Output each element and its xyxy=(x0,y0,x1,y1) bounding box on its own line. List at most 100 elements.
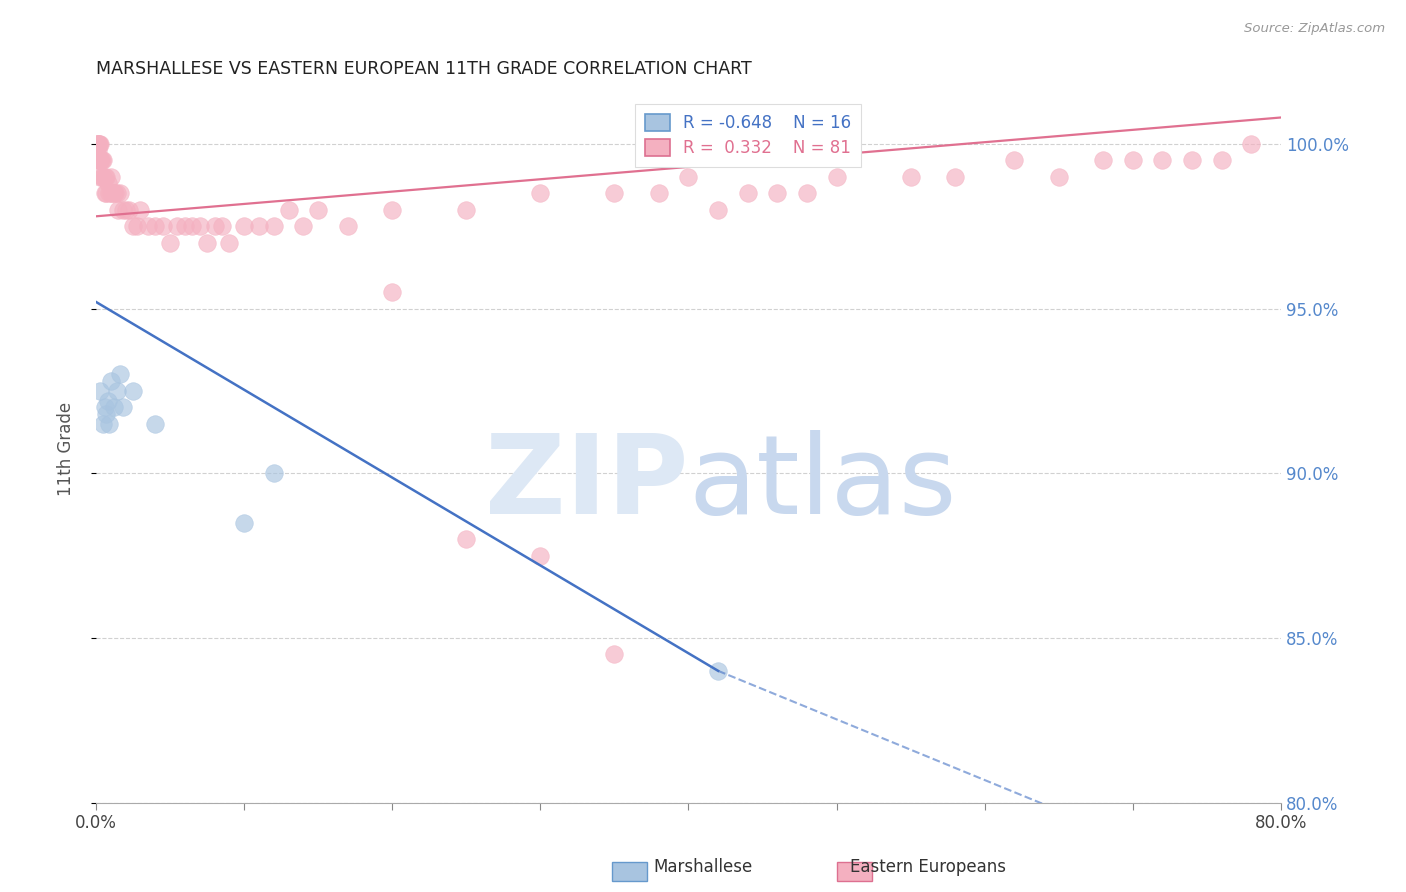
Point xyxy=(86,153,108,168)
Point xyxy=(127,219,149,234)
Point xyxy=(97,177,120,191)
Point xyxy=(87,136,110,151)
Point xyxy=(204,219,226,234)
Point xyxy=(648,186,671,201)
Point xyxy=(107,202,129,217)
Text: Eastern Europeans: Eastern Europeans xyxy=(851,858,1005,876)
Point xyxy=(456,202,478,217)
Point xyxy=(103,401,125,415)
Point xyxy=(825,169,848,184)
Point xyxy=(96,186,118,201)
Point xyxy=(233,219,256,234)
Point xyxy=(1002,153,1025,168)
Point xyxy=(307,202,329,217)
Point xyxy=(111,401,134,415)
Text: MARSHALLESE VS EASTERN EUROPEAN 11TH GRADE CORRELATION CHART: MARSHALLESE VS EASTERN EUROPEAN 11TH GRA… xyxy=(96,60,752,78)
Point xyxy=(796,186,818,201)
Point xyxy=(101,186,124,201)
Point xyxy=(263,467,285,481)
Point xyxy=(86,136,108,151)
Point xyxy=(263,219,285,234)
Point xyxy=(98,417,121,431)
Text: Marshallese: Marshallese xyxy=(654,858,752,876)
Point xyxy=(603,186,626,201)
Point xyxy=(173,219,195,234)
Point xyxy=(100,169,122,184)
Point xyxy=(336,219,359,234)
Text: ZIP: ZIP xyxy=(485,431,689,537)
Point xyxy=(93,153,115,168)
Point xyxy=(97,393,120,408)
Point xyxy=(129,202,152,217)
Point xyxy=(91,153,114,168)
Point xyxy=(195,235,218,250)
Point xyxy=(152,219,174,234)
Point xyxy=(117,202,139,217)
Point xyxy=(103,186,125,201)
Text: Source: ZipAtlas.com: Source: ZipAtlas.com xyxy=(1244,22,1385,36)
Point xyxy=(181,219,204,234)
Point xyxy=(87,153,110,168)
Point xyxy=(93,169,115,184)
Point xyxy=(737,186,759,201)
Point xyxy=(529,186,551,201)
Point xyxy=(89,384,111,398)
Point xyxy=(122,384,145,398)
Point xyxy=(143,219,166,234)
Point xyxy=(94,169,117,184)
Point xyxy=(381,285,404,299)
Point xyxy=(90,153,112,168)
Point xyxy=(603,648,626,662)
Point xyxy=(529,549,551,563)
Point xyxy=(98,186,121,201)
Point xyxy=(188,219,211,234)
Point xyxy=(94,401,117,415)
Point xyxy=(91,169,114,184)
Point xyxy=(943,169,966,184)
Point xyxy=(292,219,315,234)
Point xyxy=(100,374,122,388)
Point xyxy=(108,368,131,382)
Point xyxy=(105,186,128,201)
Point xyxy=(900,169,922,184)
Point xyxy=(678,169,700,184)
Point xyxy=(122,219,145,234)
Point xyxy=(1152,153,1174,168)
Point xyxy=(89,153,111,168)
Point xyxy=(1092,153,1115,168)
Point xyxy=(86,136,108,151)
Point xyxy=(1181,153,1204,168)
Point xyxy=(87,136,110,151)
Point xyxy=(159,235,181,250)
Legend: R = -0.648    N = 16, R =  0.332    N = 81: R = -0.648 N = 16, R = 0.332 N = 81 xyxy=(634,104,860,167)
Point xyxy=(166,219,188,234)
Point xyxy=(1122,153,1144,168)
Point xyxy=(114,202,136,217)
Point xyxy=(87,136,110,151)
Point xyxy=(707,664,730,678)
Point xyxy=(111,202,134,217)
Point xyxy=(211,219,233,234)
Point xyxy=(707,202,730,217)
Point xyxy=(277,202,299,217)
Point xyxy=(89,136,111,151)
Point xyxy=(247,219,270,234)
Point xyxy=(218,235,240,250)
Point xyxy=(108,186,131,201)
Point xyxy=(89,153,111,168)
Point xyxy=(1240,136,1263,151)
Point xyxy=(105,384,128,398)
Point xyxy=(136,219,159,234)
Point xyxy=(104,186,127,201)
Point xyxy=(96,169,118,184)
Y-axis label: 11th Grade: 11th Grade xyxy=(58,401,75,496)
Point xyxy=(87,144,110,158)
Point xyxy=(766,186,789,201)
Point xyxy=(89,169,111,184)
Point xyxy=(96,407,118,421)
Point xyxy=(94,186,117,201)
Point xyxy=(143,417,166,431)
Point xyxy=(381,202,404,217)
Point xyxy=(456,532,478,546)
Text: atlas: atlas xyxy=(689,431,957,537)
